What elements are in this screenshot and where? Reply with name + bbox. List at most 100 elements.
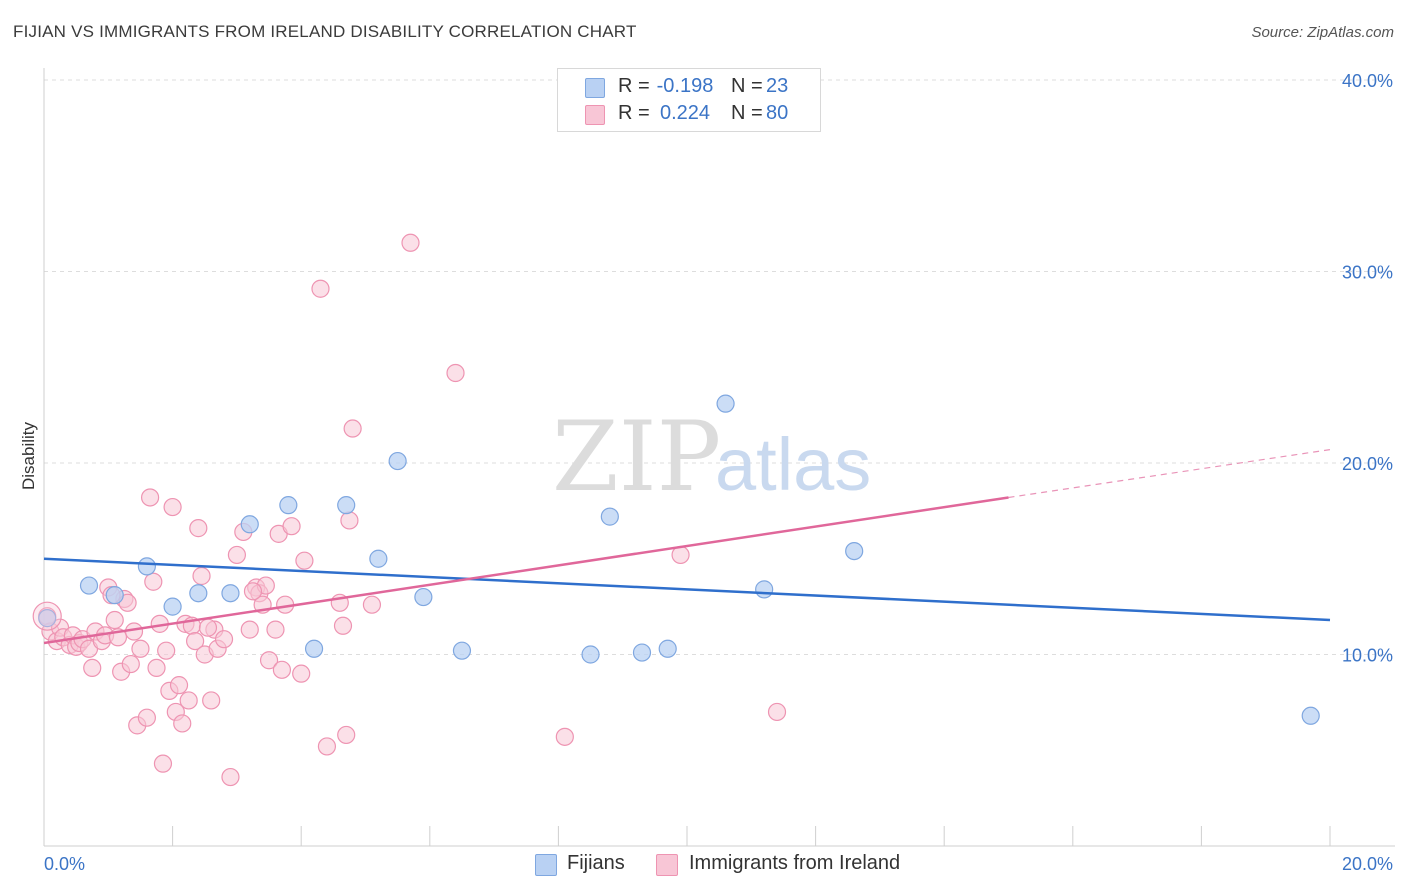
stats-box: R = -0.198 N = 23 R = 0.224 N = 80 — [557, 68, 821, 132]
ireland-point — [292, 664, 311, 683]
watermark: ZIP atlas — [552, 401, 871, 513]
ireland-point — [446, 363, 465, 383]
trend-layer — [43, 449, 1331, 645]
ireland-trendline-extension — [1008, 449, 1331, 499]
fijians-point — [337, 496, 356, 515]
y-tick-label: 10.0% — [1342, 646, 1393, 666]
ireland-point — [186, 631, 205, 651]
fijians-point — [658, 639, 677, 658]
fijians-point — [189, 584, 208, 603]
fijians-point — [279, 496, 298, 515]
ireland-point — [340, 511, 359, 530]
fijians-point — [369, 549, 388, 568]
fijians-point — [304, 639, 324, 658]
fijians-point — [452, 641, 472, 660]
ireland-point — [157, 641, 176, 660]
ireland-point — [259, 651, 279, 670]
ireland-point — [333, 616, 353, 635]
y-axis-label: Disability — [19, 421, 38, 490]
points-layer — [32, 233, 1320, 787]
r-label: R = — [618, 102, 650, 124]
watermark-atlas: atlas — [715, 423, 871, 506]
y-tick-label: 20.0% — [1342, 454, 1393, 474]
ireland-point — [221, 767, 240, 787]
ireland-point — [153, 754, 173, 773]
fijians-point — [632, 643, 652, 662]
r-value: 0.224 — [659, 102, 711, 124]
ireland-point — [317, 737, 337, 756]
ireland-point — [282, 517, 301, 536]
legend-fijians-label: Fijians — [567, 852, 625, 874]
ireland-point — [266, 620, 285, 639]
y-tick-label: 30.0% — [1342, 263, 1393, 283]
ireland-point — [214, 630, 234, 649]
fijians-point — [79, 576, 99, 595]
fijians-point — [414, 587, 433, 607]
ireland-point — [173, 714, 192, 733]
ireland-point — [227, 545, 246, 565]
ireland-point — [295, 551, 314, 570]
fijians-point — [221, 584, 240, 603]
x-tick-label: 20.0% — [1342, 854, 1393, 874]
fijians-point — [163, 597, 182, 616]
fijians-point — [105, 586, 124, 605]
fijians-point — [755, 580, 774, 599]
ireland-point — [144, 572, 163, 591]
ireland-trendline — [43, 496, 1009, 645]
n-value: 80 — [766, 102, 789, 124]
n-label: N = — [731, 102, 763, 124]
watermark-zip: ZIP — [552, 401, 721, 513]
ireland-point — [131, 639, 150, 658]
legend-fijians-swatch — [535, 854, 557, 876]
stats-row-fijians: R = -0.198 N = 23 — [558, 73, 820, 101]
ireland-point — [243, 582, 263, 601]
n-label: N = — [731, 75, 763, 97]
fijians-trendline — [43, 557, 1331, 622]
fijians-swatch — [585, 78, 605, 98]
x-tick-label: 0.0% — [44, 854, 85, 874]
ireland-point — [105, 610, 124, 630]
ireland-point — [362, 595, 382, 614]
fijians-point — [388, 451, 407, 471]
fijians-point — [845, 541, 864, 561]
ireland-point — [192, 566, 211, 586]
ireland-swatch — [585, 105, 605, 125]
ireland-point — [137, 708, 156, 727]
r-value: -0.198 — [656, 75, 714, 97]
ireland-point — [179, 691, 198, 710]
axis-layer: 10.0% 20.0% 30.0% 40.0% 0.0% 20.0% — [43, 68, 1395, 874]
chart-title: FIJIAN VS IMMIGRANTS FROM IRELAND DISABI… — [13, 22, 637, 41]
ireland-point — [163, 497, 182, 517]
y-tick-label: 40.0% — [1342, 71, 1393, 91]
stats-row-ireland: R = 0.224 N = 80 — [558, 100, 820, 128]
ireland-point — [202, 691, 221, 710]
fijians-point — [38, 609, 57, 628]
fijians-point — [137, 557, 156, 576]
fijians-point — [600, 507, 619, 526]
chart-source: Source: ZipAtlas.com — [1251, 24, 1394, 41]
ireland-point — [189, 519, 208, 538]
ireland-point — [169, 676, 189, 695]
ireland-point — [147, 658, 166, 678]
ireland-point — [272, 660, 292, 679]
ireland-point — [140, 488, 160, 507]
fijians-point — [1301, 706, 1320, 725]
legend-ireland-label: Immigrants from Ireland — [689, 852, 901, 874]
fijians-point — [581, 645, 600, 664]
fijians-point — [716, 394, 735, 413]
legend-ireland-swatch — [656, 854, 678, 876]
ireland-point — [401, 233, 420, 252]
ireland-point — [337, 725, 356, 745]
ireland-point — [555, 727, 574, 746]
ireland-point-large — [32, 601, 62, 631]
ireland-point — [198, 618, 218, 637]
ireland-point — [343, 419, 362, 438]
ireland-point — [83, 658, 102, 678]
ireland-point — [121, 654, 140, 674]
ireland-point — [311, 279, 330, 298]
ireland-point — [767, 702, 787, 722]
r-label: R = — [618, 75, 650, 97]
ireland-point — [240, 620, 259, 639]
